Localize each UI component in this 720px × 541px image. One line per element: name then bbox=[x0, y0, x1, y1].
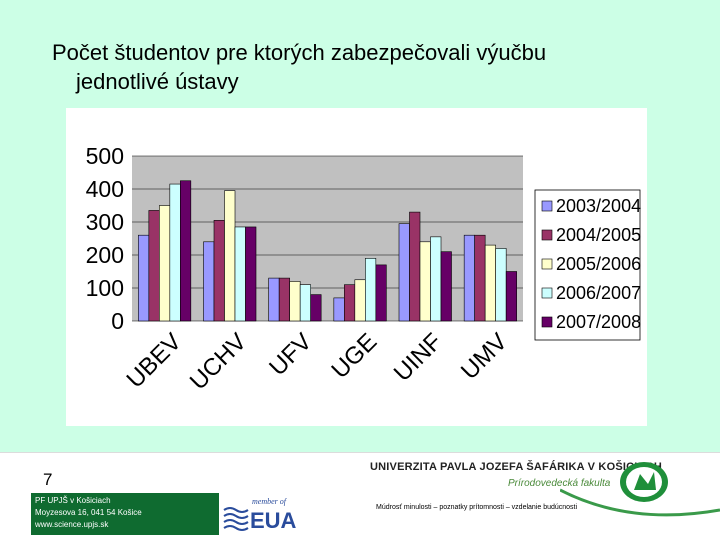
y-tick-label-3: 300 bbox=[86, 209, 124, 235]
bar-uinf-3 bbox=[430, 236, 442, 322]
bar-uchv-0 bbox=[203, 241, 215, 322]
bar-umv-2 bbox=[484, 244, 496, 322]
bar-ubev-1 bbox=[148, 210, 160, 322]
bar-ufv-3 bbox=[299, 284, 311, 322]
x-tick-label-ufv: UFV bbox=[264, 328, 317, 381]
bar-ufv-2 bbox=[289, 281, 301, 322]
bar-umv-1 bbox=[474, 234, 486, 322]
y-tick-label-1: 100 bbox=[86, 275, 124, 301]
legend-swatch-3 bbox=[541, 287, 553, 299]
legend-box bbox=[534, 189, 641, 341]
university-name: UNIVERZITA PAVLA JOZEFA ŠAFÁRIKA V KOŠIC… bbox=[370, 461, 662, 473]
bar-uge-1 bbox=[344, 284, 356, 322]
legend-swatch-0 bbox=[541, 200, 553, 212]
legend-swatch-2 bbox=[541, 258, 553, 270]
bar-ubev-4 bbox=[180, 180, 192, 322]
legend-label-3: 2006/2007 bbox=[556, 283, 641, 303]
page-number: 7 bbox=[43, 470, 53, 489]
x-tick-label-ubev: UBEV bbox=[122, 328, 187, 393]
y-tick-label-5: 500 bbox=[86, 143, 124, 169]
x-tick-label-umv: UMV bbox=[456, 328, 513, 385]
legend-swatch-4 bbox=[541, 316, 553, 328]
legend-label-4: 2007/2008 bbox=[556, 312, 641, 332]
bar-uchv-4 bbox=[245, 226, 257, 322]
address-line-1: PF UPJŠ v Košiciach bbox=[35, 496, 111, 505]
legend-swatch-1 bbox=[541, 229, 553, 241]
y-tick-label-0: 0 bbox=[111, 308, 124, 334]
address-line-2: Moyzesova 16, 041 54 Košice bbox=[35, 508, 142, 517]
bar-uge-4 bbox=[375, 264, 387, 322]
legend-label-1: 2004/2005 bbox=[556, 225, 641, 245]
faculty-crest-icon bbox=[620, 462, 668, 502]
x-tick-label-uinf: UINF bbox=[389, 328, 448, 387]
bar-uinf-0 bbox=[398, 223, 410, 322]
bar-umv-4 bbox=[505, 271, 517, 322]
bar-uinf-1 bbox=[409, 211, 421, 322]
legend-label-0: 2003/2004 bbox=[556, 196, 641, 216]
bar-uge-3 bbox=[365, 258, 377, 322]
bar-umv-0 bbox=[463, 234, 475, 322]
bar-ubev-0 bbox=[138, 234, 150, 322]
slide-title: Počet študentov pre ktorých zabezpečoval… bbox=[52, 38, 692, 96]
legend-label-2: 2005/2006 bbox=[556, 254, 641, 274]
chart-frame: 0 100 200 300 400 500 UBEV UCHV UFV UGE UINF UMV 200… bbox=[66, 108, 647, 426]
bar-uchv-2 bbox=[224, 190, 236, 322]
slide-title-line-2: jednotlivé ústavy bbox=[76, 69, 239, 94]
eua-big-text: EUA bbox=[250, 508, 297, 532]
decorative-swoosh bbox=[560, 488, 720, 517]
bar-uinf-4 bbox=[440, 251, 452, 322]
x-tick-label-uge: UGE bbox=[326, 328, 382, 384]
bar-umv-3 bbox=[495, 248, 507, 322]
bar-ufv-1 bbox=[278, 277, 290, 322]
bar-uge-2 bbox=[354, 279, 366, 322]
bar-uchv-3 bbox=[234, 226, 246, 322]
plot-area bbox=[132, 156, 523, 321]
bar-uinf-2 bbox=[419, 241, 431, 322]
address-line-3: www.science.upjs.sk bbox=[35, 520, 109, 529]
x-tick-label-uchv: UCHV bbox=[185, 328, 252, 395]
bar-uchv-1 bbox=[213, 220, 225, 322]
slide-title-line-1: Počet študentov pre ktorých zabezpečoval… bbox=[52, 40, 547, 65]
bar-ufv-0 bbox=[268, 277, 280, 322]
address-box: PF UPJŠ v Košiciach Moyzesova 16, 041 54… bbox=[31, 493, 219, 535]
eua-logo: member of EUA bbox=[222, 494, 304, 532]
y-tick-label-2: 200 bbox=[86, 242, 124, 268]
eua-small-text: member of bbox=[252, 497, 288, 506]
motto: Múdrosť minulosti – poznatky prítomnosti… bbox=[376, 504, 578, 511]
bar-ubev-2 bbox=[159, 205, 171, 322]
bar-ufv-4 bbox=[310, 294, 322, 322]
eua-waves bbox=[223, 507, 249, 531]
faculty-name: Prírodovedecká fakulta bbox=[508, 478, 611, 489]
bar-ubev-3 bbox=[169, 183, 181, 322]
y-tick-label-4: 400 bbox=[86, 176, 124, 202]
bar-uge-0 bbox=[333, 297, 345, 322]
